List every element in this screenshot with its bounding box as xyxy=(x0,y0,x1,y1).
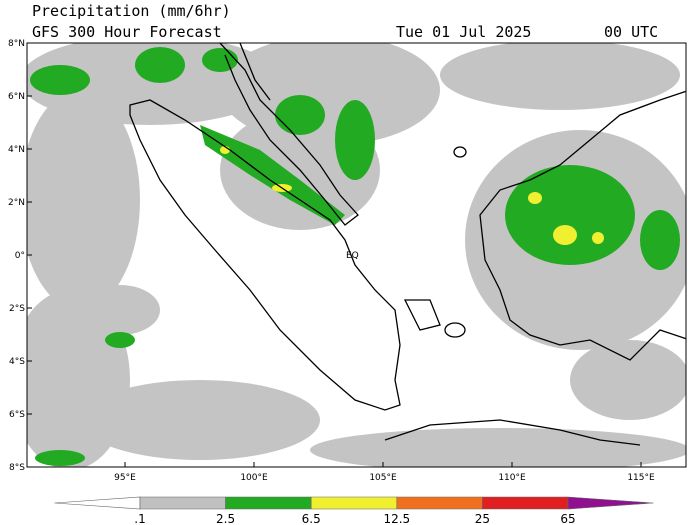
lon-label: 105°E xyxy=(369,473,397,483)
lat-label: 8°S xyxy=(9,463,25,473)
lat-label: 4°S xyxy=(9,357,25,367)
colorbar-swatch xyxy=(396,496,483,510)
lon-label: 110°E xyxy=(498,473,526,483)
colorbar-label: 6.5 xyxy=(302,512,321,525)
colorbar-label: 12.5 xyxy=(383,512,410,525)
colorbar-label: 65 xyxy=(560,512,575,525)
colorbar-swatch xyxy=(567,496,654,510)
lon-label: 100°E xyxy=(240,473,268,483)
time: 00 UTC xyxy=(604,23,658,41)
colorbar-swatch xyxy=(482,496,569,510)
colorbar-swatch xyxy=(225,496,312,510)
lat-label: 0° xyxy=(15,251,25,261)
lat-label: 6°N xyxy=(8,92,25,102)
lat-label: 6°S xyxy=(9,410,25,420)
colorbar-label: .1 xyxy=(134,512,145,525)
lat-label: 2°N xyxy=(8,198,25,208)
lat-label: 2°S xyxy=(9,304,25,314)
lon-label: 95°E xyxy=(114,473,136,483)
lon-label: 115°E xyxy=(627,473,655,483)
subtitle: GFS 300 Hour Forecast xyxy=(32,23,222,41)
colorbar-label: 2.5 xyxy=(216,512,235,525)
lat-label: 4°N xyxy=(8,145,25,155)
precip-field xyxy=(27,43,686,467)
colorbar-label: 25 xyxy=(475,512,490,525)
colorbar-swatch xyxy=(54,496,141,510)
lat-label: 8°N xyxy=(8,39,25,49)
equator-label: EQ xyxy=(346,251,359,261)
date: Tue 01 Jul 2025 xyxy=(396,23,531,41)
colorbar-swatch xyxy=(310,496,398,510)
colorbar-swatch xyxy=(139,496,226,510)
title: Precipitation (mm/6hr) xyxy=(32,2,231,20)
